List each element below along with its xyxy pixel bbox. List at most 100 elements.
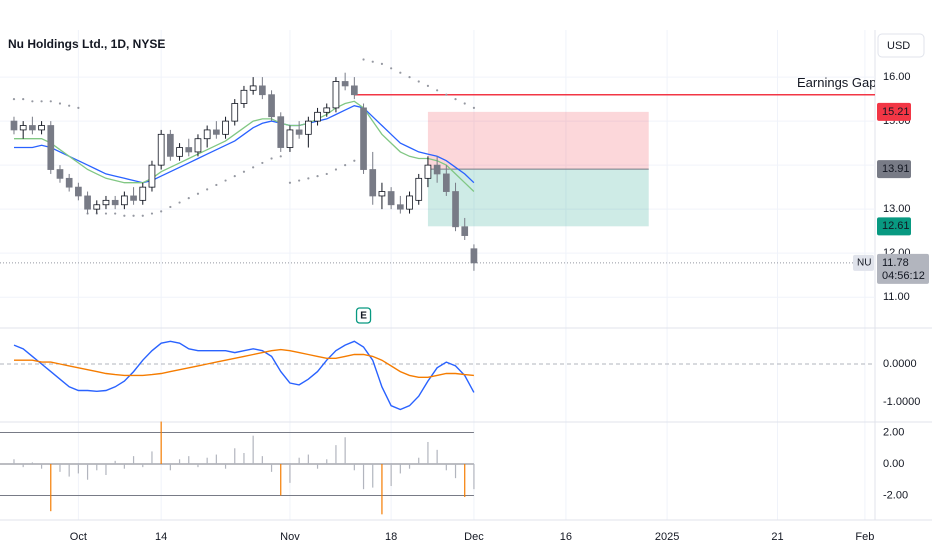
psar-dot: [31, 100, 34, 103]
candle-body: [470, 248, 478, 264]
psar-dot: [362, 58, 365, 61]
psar-dot: [150, 212, 154, 215]
candle-body: [185, 147, 193, 153]
candle-body: [19, 125, 27, 131]
oscillator-line: [13, 340, 475, 411]
candle-body: [341, 81, 349, 87]
entry-label-box: [877, 160, 911, 179]
psar-dot: [270, 157, 273, 160]
candle-body: [433, 164, 441, 175]
target-label-box: [877, 102, 911, 121]
last-price-label: 11.78: [882, 257, 909, 269]
psar-dot: [141, 214, 144, 217]
psar-dot: [114, 212, 117, 215]
candle-body: [332, 81, 340, 109]
x-tick-label: 18: [385, 531, 397, 543]
last-price-box: [877, 253, 929, 284]
candle-body: [360, 107, 367, 170]
candle-body: [231, 103, 239, 122]
psar-dot: [426, 84, 430, 88]
x-tick-label: Oct: [70, 531, 87, 543]
psar-dot: [132, 214, 135, 217]
candle-body: [350, 85, 358, 96]
candle-body: [369, 169, 377, 197]
x-tick-label: Dec: [464, 531, 484, 543]
y-tick-label: 16.00: [883, 71, 911, 83]
chart-title: Nu Holdings Ltd., 1D, NYSE: [8, 37, 165, 51]
moving-average: [14, 105, 475, 184]
psar-dot: [160, 210, 163, 213]
candle-body: [194, 138, 202, 153]
candle-body: [378, 191, 386, 197]
symbol-box: [853, 254, 874, 271]
y-tick-label: 11.00: [883, 291, 910, 303]
psar-dot: [472, 106, 476, 110]
candle-body: [203, 129, 211, 140]
candle-body: [406, 195, 413, 210]
psar-dot: [390, 67, 393, 70]
psar-dot: [22, 98, 25, 101]
candle-body: [259, 85, 266, 96]
candle-body: [295, 129, 303, 135]
psar-dot: [344, 164, 347, 167]
candle-body: [93, 204, 101, 210]
countdown-label: 04:56:12: [882, 270, 925, 282]
stop-label-box: [877, 217, 911, 236]
candle-body: [305, 120, 312, 135]
candle-body: [240, 89, 248, 104]
x-tick-label: 16: [560, 531, 572, 543]
psar-dot: [463, 102, 466, 105]
currency-button: [877, 33, 925, 58]
stop-zone: [427, 169, 649, 227]
psar-dot: [307, 177, 310, 180]
psar-dot: [316, 175, 319, 178]
candle-body: [323, 107, 331, 113]
psar-dot: [68, 104, 71, 107]
psar-dot: [123, 214, 126, 217]
candle-body: [75, 186, 82, 197]
symbol-label: NU: [857, 257, 871, 268]
target-zone: [427, 111, 649, 170]
hist-tick-label: -2.00: [883, 489, 908, 501]
earnings-gap-label: Earnings Gap: [797, 75, 877, 90]
candle-body: [213, 129, 220, 135]
stop-label: 12.61: [882, 220, 910, 232]
psar-dot: [187, 197, 190, 200]
candle-body: [415, 177, 423, 201]
hist-tick-label: 0.00: [883, 458, 904, 470]
candle-body: [249, 85, 257, 91]
candle-body: [121, 195, 128, 206]
psar-dot: [242, 170, 246, 173]
osc-tick-label: 0.0000: [883, 358, 917, 370]
candle-body: [56, 169, 64, 179]
psar-dot: [77, 106, 80, 110]
y-tick-label: 13.00: [883, 203, 911, 215]
psar-dot: [399, 71, 402, 74]
candle-body: [102, 199, 110, 206]
candle-body: [442, 173, 450, 192]
oscillator-line: [14, 348, 474, 378]
psar-dot: [408, 75, 411, 79]
candle-body: [286, 129, 294, 148]
candle-body: [157, 133, 165, 166]
psar-dot: [334, 168, 338, 171]
target-label: 15.21: [882, 106, 910, 118]
psar-dot: [371, 60, 374, 63]
entry-label: 13.91: [882, 163, 910, 175]
chart-layer: Oct14Nov18Dec16202521Feb16.0015.0014.001…: [0, 30, 932, 543]
psar-dot: [445, 93, 448, 96]
candle-body: [38, 125, 45, 131]
psar-dot: [298, 179, 301, 182]
x-tick-label: 14: [155, 531, 167, 543]
psar-dot: [454, 98, 457, 101]
candle-body: [130, 195, 137, 201]
candle-body: [10, 120, 18, 131]
psar-dot: [12, 98, 16, 101]
currency-label: USD: [887, 40, 910, 52]
x-tick-label: Feb: [855, 531, 874, 543]
psar-dot: [436, 89, 439, 92]
psar-dot: [288, 181, 292, 184]
psar-dot: [40, 100, 43, 103]
